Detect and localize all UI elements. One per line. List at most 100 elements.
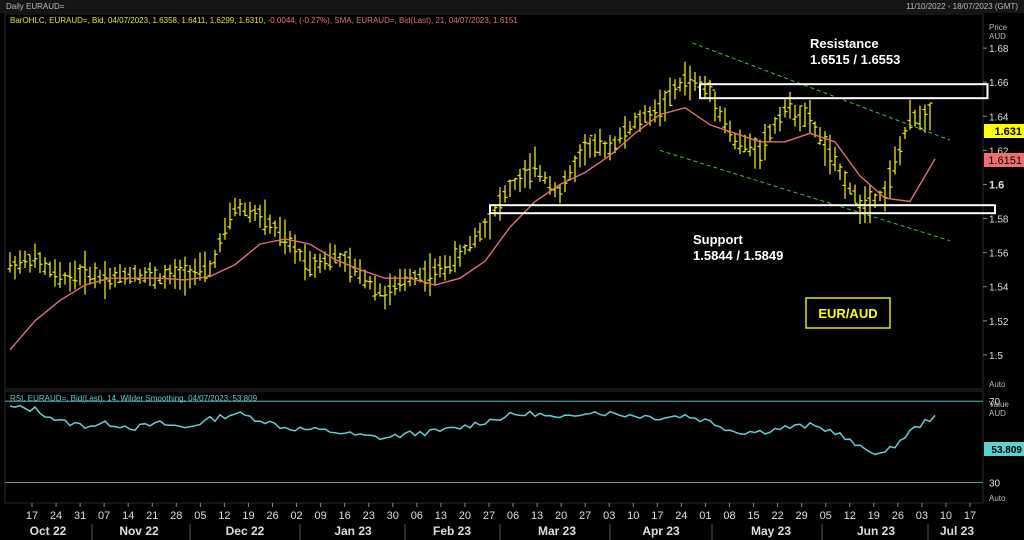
x-day-label: 26 <box>266 510 278 522</box>
support-values: 1.5844 / 1.5849 <box>693 248 783 263</box>
price-plot-area <box>4 13 984 390</box>
x-day-label: 17 <box>26 510 38 522</box>
x-day-label: 31 <box>74 510 86 522</box>
pair-badge-box <box>805 297 891 329</box>
x-day-label: 06 <box>411 510 423 522</box>
price-auto-label[interactable]: Auto <box>989 380 1006 389</box>
rsi-line <box>9 404 936 456</box>
rsi-tick-label: 70 <box>989 397 1001 408</box>
x-day-label: 26 <box>892 510 904 522</box>
x-day-label: 23 <box>363 510 375 522</box>
x-day-label: 13 <box>435 510 447 522</box>
rsi-last-tag: 53.809 <box>991 445 1022 456</box>
rsi-y-axis: 30 70 <box>989 397 1001 489</box>
price-tick-label: 1.64 <box>989 112 1009 123</box>
rsi-auto-label[interactable]: Auto <box>989 494 1006 503</box>
x-day-label: 07 <box>98 510 110 522</box>
channel-lower-line <box>659 149 951 242</box>
pair-badge: EUR/AUD <box>818 306 877 321</box>
x-day-label: 12 <box>844 510 856 522</box>
x-axis-day-labels: 17 24 31 07 14 21 28 05 12 19 26 02 09 16 23 30 06 13 20 27… <box>26 503 976 522</box>
window-title: Daily EURAUD= <box>6 2 65 11</box>
x-day-label: 27 <box>483 510 495 522</box>
x-day-label: 24 <box>50 510 62 522</box>
x-day-label: 17 <box>651 510 663 522</box>
sma-tag-bg <box>984 153 1024 167</box>
rsi-axis-title: Value <box>989 400 1009 409</box>
price-y-axis: 1.5 1.52 1.54 1.56 1.58 1.6 1.62 1.64 1.66 1.68 <box>983 44 1009 362</box>
x-day-label: 05 <box>820 510 832 522</box>
x-day-label: 28 <box>170 510 182 522</box>
x-day-label: 17 <box>964 510 976 522</box>
price-tick-label: 1.54 <box>989 283 1009 294</box>
x-month-label: Oct 22 <box>30 524 67 538</box>
x-day-label: 20 <box>459 510 471 522</box>
rsi-plot-area <box>4 390 984 504</box>
x-day-label: 24 <box>675 510 687 522</box>
rsi-legend: RSI, EURAUD=, Bid(Last), 14, Wilder Smoo… <box>10 394 258 403</box>
price-axis-title: Price <box>989 23 1008 32</box>
rsi-reference-lines <box>5 400 983 484</box>
last-price-tag-bg <box>984 124 1024 138</box>
x-day-label: 03 <box>603 510 615 522</box>
x-day-label: 22 <box>771 510 783 522</box>
x-month-label: Nov 22 <box>119 524 159 538</box>
x-day-label: 19 <box>242 510 254 522</box>
sma-tag: 1.6151 <box>988 155 1022 167</box>
x-month-label: Mar 23 <box>538 524 576 538</box>
price-panel: BarOHLC, EURAUD=, Bid, 04/07/2023, 1.635… <box>4 13 1024 390</box>
x-month-label: Dec 22 <box>226 524 265 538</box>
last-price-tag: 1.631 <box>994 126 1022 138</box>
x-day-label: 12 <box>218 510 230 522</box>
price-tick-label: 1.56 <box>989 249 1009 260</box>
x-day-label: 10 <box>940 510 952 522</box>
x-day-label: 10 <box>627 510 639 522</box>
x-day-label: 09 <box>314 510 326 522</box>
resistance-box <box>699 83 989 100</box>
price-axis-unit: AUD <box>989 32 1006 41</box>
price-tick-label: 1.66 <box>989 78 1009 89</box>
price-tick-label: 1.5 <box>989 351 1003 362</box>
rsi-tick-label: 30 <box>989 479 1001 490</box>
x-month-label: Jan 23 <box>334 524 372 538</box>
x-day-label: 29 <box>796 510 808 522</box>
x-day-label: 19 <box>868 510 880 522</box>
x-day-label: 16 <box>339 510 351 522</box>
rsi-axis-unit: AUD <box>989 409 1006 418</box>
price-tick-label: 1.68 <box>989 44 1009 55</box>
x-month-label: May 23 <box>751 524 791 538</box>
x-day-label: 08 <box>723 510 735 522</box>
trend-channel <box>659 42 951 242</box>
rsi-tag-bg <box>984 442 1024 456</box>
x-day-label: 13 <box>531 510 543 522</box>
price-tick-label: 1.58 <box>989 215 1009 226</box>
price-tick-label: 1.52 <box>989 317 1009 328</box>
x-day-label: 15 <box>747 510 759 522</box>
support-box <box>489 204 996 215</box>
rsi-panel: RSI, EURAUD=, Bid(Last), 14, Wilder Smoo… <box>4 390 1024 504</box>
x-axis: 17 24 31 07 14 21 28 05 12 19 26 02 09 16 23 30 06 13 20 27… <box>0 503 1024 540</box>
date-range: 11/10/2022 - 18/07/2023 (GMT) <box>906 2 1018 11</box>
support-title: Support <box>693 232 743 247</box>
price-tick-label: 1.62 <box>989 146 1009 157</box>
x-day-label: 14 <box>122 510 134 522</box>
x-day-label: 03 <box>916 510 928 522</box>
resistance-values: 1.6515 / 1.6553 <box>810 52 900 67</box>
x-day-label: 06 <box>507 510 519 522</box>
x-month-label: Jun 23 <box>857 524 895 538</box>
x-day-label: 01 <box>699 510 711 522</box>
title-bar: Daily EURAUD= 11/10/2022 - 18/07/2023 (G… <box>0 0 1024 13</box>
resistance-title: Resistance <box>810 36 879 51</box>
x-day-label: 21 <box>146 510 158 522</box>
x-axis-month-labels: Oct 22 Nov 22 Dec 22 Jan 23 Feb 23 Mar 23 Apr … <box>30 524 974 540</box>
x-day-label: 30 <box>387 510 399 522</box>
x-day-label: 20 <box>555 510 567 522</box>
channel-upper-line <box>692 42 951 141</box>
price-tick-label: 1.6 <box>989 179 1004 191</box>
x-month-label: Apr 23 <box>642 524 680 538</box>
price-legend: BarOHLC, EURAUD=, Bid, 04/07/2023, 1.635… <box>10 16 518 25</box>
x-month-label: Jul 23 <box>940 524 974 538</box>
x-day-label: 02 <box>290 510 302 522</box>
x-day-label: 27 <box>579 510 591 522</box>
